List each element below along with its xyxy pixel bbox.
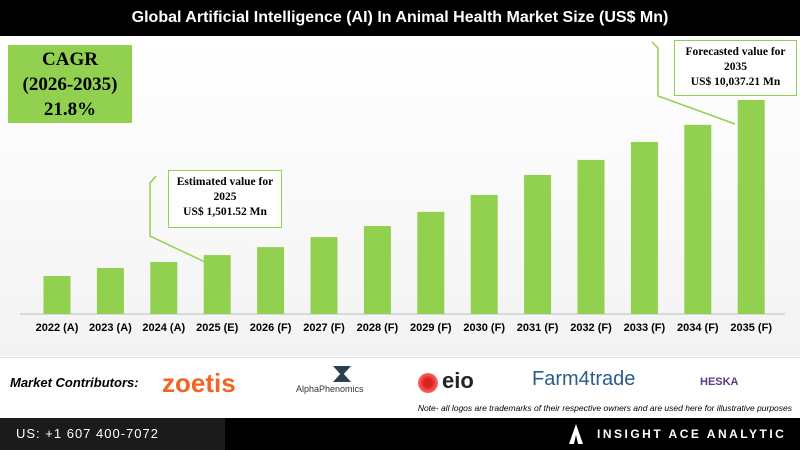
x-tick-label: 2022 (A) [36, 322, 79, 334]
contributors-label: Market Contributors: [10, 375, 139, 390]
footer-phone: US: +1 607 400-7072 [0, 418, 225, 450]
x-tick-label: 2032 (F) [570, 322, 612, 334]
logo: Farm4trade [532, 368, 636, 390]
x-tick-label: 2033 (F) [624, 322, 666, 334]
callout-connector [149, 175, 206, 263]
logo: eio [442, 368, 474, 393]
bar [630, 141, 658, 314]
logo: AlphaPhenomics [296, 384, 364, 394]
bar [203, 255, 231, 314]
bar [150, 262, 178, 314]
brand-icon [569, 424, 583, 444]
logo-icon [418, 373, 438, 393]
callout-connector [651, 41, 736, 125]
x-tick-label: 2026 (F) [250, 322, 292, 334]
callout: Forecasted value for 2035 US$ 10,037.21 … [674, 40, 797, 96]
x-tick-label: 2031 (F) [517, 322, 559, 334]
x-tick-label: 2034 (F) [677, 322, 719, 334]
bar [577, 159, 605, 314]
bar [524, 174, 552, 314]
bar [363, 226, 391, 314]
chart: 2022 (A) 2023 (A) 2024 (A) 2025 (E) 2026 (F)… [20, 41, 785, 334]
logo: zoetis [162, 368, 236, 398]
x-tick-label: 2035 (F) [730, 322, 772, 334]
callout-text: Estimated value for 2025 [176, 176, 274, 203]
footer-bar: INSIGHT ACE ANALYTIC [225, 418, 800, 450]
x-tick-label: 2023 (A) [89, 322, 132, 334]
callout-text: Forecasted value for 2035 [685, 46, 786, 73]
callout: Estimated value for 2025 US$ 1,501.52 Mn [168, 170, 282, 228]
bar [417, 211, 445, 314]
chart-background [0, 36, 800, 356]
cagr-label: CAGR [42, 49, 98, 70]
x-tick-label: 2027 (F) [303, 322, 345, 334]
note: Note- all logos are trademarks of their … [417, 403, 792, 413]
x-tick-label: 2030 (F) [463, 322, 505, 334]
cagr-box: CAGR (2026-2035) 21.8% [8, 45, 132, 123]
cagr-value: 21.8% [43, 99, 97, 120]
logo: HESKA [700, 376, 739, 388]
callout-value: US$ 10,037.21 Mn [690, 76, 781, 88]
callout-value: US$ 1,501.52 Mn [183, 206, 267, 218]
cagr-period: (2026-2035) [22, 74, 118, 95]
x-tick-label: 2029 (F) [410, 322, 452, 334]
logo-icon [333, 366, 351, 382]
divider [0, 357, 800, 358]
bar [737, 100, 765, 314]
bar [470, 194, 498, 314]
bar [96, 268, 124, 314]
bar [310, 237, 338, 314]
x-tick-label: 2028 (F) [357, 322, 399, 334]
bar [257, 247, 285, 314]
chart-title: Global Artificial Intelligence (AI) In A… [0, 0, 800, 36]
bar [684, 124, 712, 314]
bar [43, 276, 71, 314]
x-tick-label: 2024 (A) [142, 322, 185, 334]
x-tick-label: 2025 (E) [196, 322, 239, 334]
footer-brand: INSIGHT ACE ANALYTIC [597, 427, 787, 441]
